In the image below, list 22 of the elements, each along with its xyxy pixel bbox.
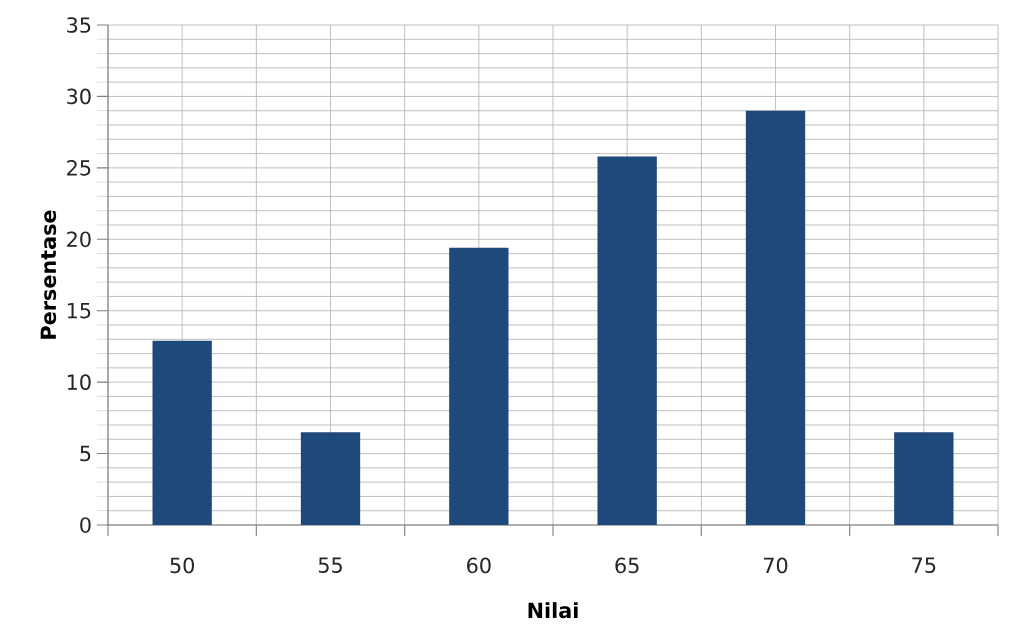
x-tick-label: 65 — [615, 557, 639, 574]
y-tick-label: 5 — [80, 445, 91, 462]
bar — [300, 432, 361, 525]
bar — [449, 247, 509, 525]
y-tick-label: 30 — [67, 88, 91, 105]
bar — [894, 432, 954, 525]
x-axis-title: Nilai — [528, 602, 578, 619]
bar — [597, 156, 657, 525]
bar — [152, 340, 212, 525]
y-tick-label: 0 — [80, 517, 91, 533]
y-tick-label: 15 — [67, 303, 91, 319]
y-tick-label: 10 — [67, 374, 91, 390]
y-tick-label: 20 — [67, 231, 91, 248]
x-tick-label: 75 — [912, 557, 936, 573]
y-tick-label: 35 — [67, 17, 91, 33]
y-tick-label: 25 — [67, 160, 91, 176]
x-tick-label: 55 — [318, 557, 342, 573]
y-axis-title: Persentase — [40, 210, 57, 339]
x-tick-label: 70 — [763, 557, 788, 574]
x-tick-label: 50 — [170, 557, 194, 574]
bar — [745, 110, 806, 525]
x-tick-label: 60 — [467, 557, 491, 574]
